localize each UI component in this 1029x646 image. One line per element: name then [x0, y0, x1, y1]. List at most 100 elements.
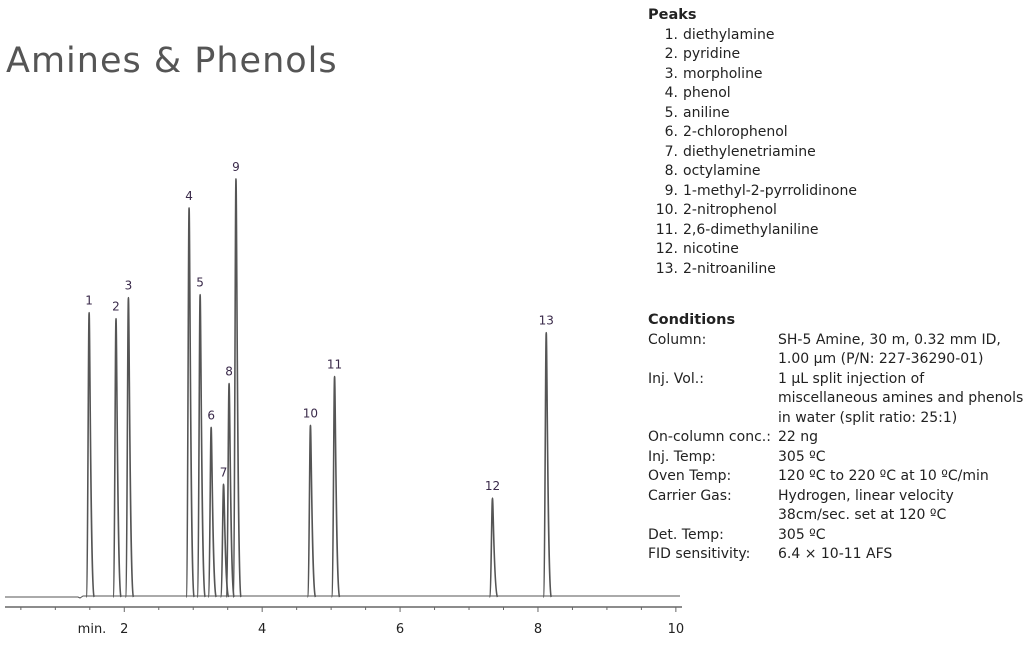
condition-row: Inj. Temp: 305 ºC — [648, 448, 1028, 468]
peak-legend-item: 7. diethylenetriamine — [648, 143, 857, 163]
peak-number: 1. — [664, 26, 678, 43]
condition-value: 6.4 × 10-11 AFS — [778, 546, 893, 562]
condition-row: Det. Temp: 305 ºC — [648, 526, 1028, 546]
condition-value: 305 ºC — [778, 526, 826, 543]
condition-row: Carrier Gas: Hydrogen, linear velocity 38… — [648, 487, 1028, 526]
peak-legend-item: 1. diethylamine — [648, 26, 857, 46]
x-tick-label: 4 — [258, 622, 266, 637]
peak-label: 6 — [207, 408, 215, 422]
peak — [196, 293, 206, 598]
peak-compound: aniline — [683, 104, 730, 121]
peak-compound: 1-methyl-2-pyrrolidinone — [683, 182, 857, 199]
peak-legend-item: 10. 2-nitrophenol — [648, 201, 857, 221]
peak-legend-item: 3. morpholine — [648, 65, 857, 85]
peak-compound: diethylenetriamine — [683, 143, 816, 160]
peak-label: 11 — [327, 358, 342, 372]
peak-number: 6. — [664, 124, 678, 140]
peak-label: 10 — [303, 406, 318, 420]
peak-number: 11. — [655, 221, 678, 238]
peak-legend-item: 2. pyridine — [648, 45, 857, 65]
peak-compound: phenol — [683, 85, 731, 101]
peak-label: 5 — [196, 276, 204, 290]
trace — [5, 178, 680, 599]
condition-label: Det. Temp: — [648, 526, 724, 543]
peak — [112, 317, 122, 598]
condition-value: Hydrogen, linear velocity 38cm/sec. set … — [778, 487, 954, 524]
x-axis-unit-label: min. — [78, 622, 107, 637]
peak-label: 8 — [225, 364, 233, 378]
condition-row: On-column conc.: 22 ng — [648, 428, 1028, 448]
peak-number: 8. — [664, 163, 678, 179]
peak-compound: 2-nitroaniline — [683, 260, 776, 277]
peak-legend-item: 13. 2-nitroaniline — [648, 260, 857, 280]
peak-compound: 2,6-dimethylaniline — [683, 221, 819, 238]
peak-number: 13. — [655, 260, 678, 277]
peaks-heading: Peaks — [648, 7, 697, 23]
peak-label: 1 — [85, 294, 93, 308]
x-axis: 2 4 6 8 10 min. — [5, 606, 685, 637]
peak-label: 3 — [125, 279, 133, 293]
peak — [124, 296, 135, 598]
peak — [232, 178, 242, 598]
conditions-panel: Conditions Column: SH-5 Amine, 30 m, 0.32… — [648, 311, 1028, 565]
peak-label: 4 — [185, 189, 193, 203]
peak-legend-item: 5. aniline — [648, 104, 857, 124]
condition-row: Column: SH-5 Amine, 30 m, 0.32 mm ID, 1.0… — [648, 331, 1028, 370]
peak-legend-item: 9. 1-methyl-2-pyrrolidinone — [648, 182, 857, 202]
peak-compound: octylamine — [683, 163, 761, 179]
peak-number: 9. — [664, 182, 678, 199]
peak-number: 2. — [664, 46, 678, 62]
peak-number: 7. — [664, 143, 678, 160]
peak-label: 9 — [232, 160, 240, 174]
peak — [219, 483, 230, 598]
peak — [330, 375, 341, 598]
x-tick-label: 6 — [396, 622, 404, 637]
peak-label: 2 — [112, 300, 120, 314]
peak-legend-item: 11. 2,6-dimethylaniline — [648, 221, 857, 241]
peak-compound: diethylamine — [683, 26, 775, 43]
peak-number: 12. — [655, 241, 678, 257]
peak-compound: nicotine — [683, 241, 739, 257]
peak-compound: 2-nitrophenol — [683, 202, 777, 218]
chart-title: Amines & Phenols — [6, 41, 338, 82]
peak-number: 3. — [664, 65, 678, 82]
condition-label: Inj. Temp: — [648, 448, 716, 465]
x-tick-label: 10 — [668, 622, 685, 637]
peak — [306, 424, 317, 598]
peak — [185, 207, 195, 598]
peak — [542, 331, 553, 598]
peak-compound: pyridine — [683, 46, 741, 62]
condition-label: Oven Temp: — [648, 468, 732, 484]
peak — [85, 311, 95, 598]
peaks-legend: Peaks 1. diethylamine 2. pyridine 3. morpholi… — [648, 6, 857, 279]
condition-row: Inj. Vol.: 1 µL split injection of miscel… — [648, 370, 1028, 429]
condition-row: Oven Temp: 120 ºC to 220 ºC at 10 ºC/min — [648, 467, 1028, 487]
peak-legend-item: 4. phenol — [648, 84, 857, 104]
peak-number: 4. — [664, 85, 678, 101]
conditions-heading: Conditions — [648, 312, 736, 328]
peak-number: 5. — [664, 104, 678, 121]
peak-number: 10. — [655, 202, 678, 218]
baseline — [5, 595, 680, 599]
condition-label: Inj. Vol.: — [648, 370, 704, 387]
condition-label: FID sensitivity: — [648, 546, 751, 562]
peak — [488, 497, 499, 598]
peak-label: 12 — [485, 479, 500, 493]
condition-row: FID sensitivity: 6.4 × 10-11 AFS — [648, 545, 1028, 565]
peak — [225, 382, 235, 598]
peak-label: 7 — [220, 465, 228, 479]
condition-value: 305 ºC — [778, 448, 826, 465]
x-tick-label: 8 — [534, 622, 542, 637]
peak-compound: morpholine — [683, 65, 763, 82]
condition-label: Carrier Gas: — [648, 487, 732, 504]
peak-legend-item: 8. octylamine — [648, 162, 857, 182]
condition-value: SH-5 Amine, 30 m, 0.32 mm ID, 1.00 µm (P… — [778, 331, 1001, 368]
peak-label: 13 — [539, 314, 554, 328]
peak-legend-item: 6. 2-chlorophenol — [648, 123, 857, 143]
condition-value: 120 ºC to 220 ºC at 10 ºC/min — [778, 468, 989, 484]
condition-value: 22 ng — [778, 429, 819, 445]
peak-legend-item: 12. nicotine — [648, 240, 857, 260]
peak — [207, 426, 217, 598]
